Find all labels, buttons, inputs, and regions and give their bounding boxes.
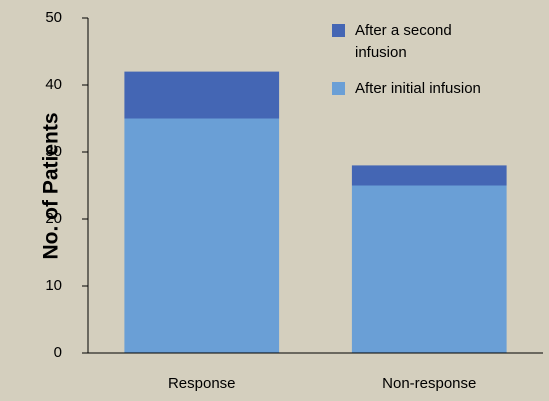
- y-tick-label: 40: [45, 76, 62, 93]
- legend-swatch-after-initial-infusion: [332, 82, 345, 95]
- y-tick-label: 30: [45, 143, 62, 160]
- y-axis-title: No. of Patients: [40, 112, 63, 259]
- y-ticks: 0 10 20 30 40 50: [45, 9, 88, 361]
- legend: After a second infusion After initial infu…: [332, 22, 481, 97]
- legend-swatch-after-a-second-infusion: [332, 24, 345, 37]
- bar-non-response-after-initial-infusion: [351, 185, 507, 353]
- y-tick-label: 50: [45, 9, 62, 26]
- legend-label-after-a-second-infusion: After a second infusion: [355, 22, 452, 61]
- legend-label-after-initial-infusion: After initial infusion: [355, 80, 481, 97]
- bar-response-after-initial-infusion: [124, 118, 280, 353]
- x-tick-label-non-response: Non-response: [382, 375, 476, 392]
- y-tick-label: 0: [54, 344, 62, 361]
- bars: [124, 71, 507, 353]
- bar-non-response-after-a-second-infusion: [351, 165, 507, 186]
- y-tick-label: 20: [45, 210, 62, 227]
- x-labels: Response Non-response: [168, 375, 476, 392]
- x-tick-label-response: Response: [168, 375, 236, 392]
- y-tick-label: 10: [45, 277, 62, 294]
- bar-response-after-a-second-infusion: [124, 71, 280, 119]
